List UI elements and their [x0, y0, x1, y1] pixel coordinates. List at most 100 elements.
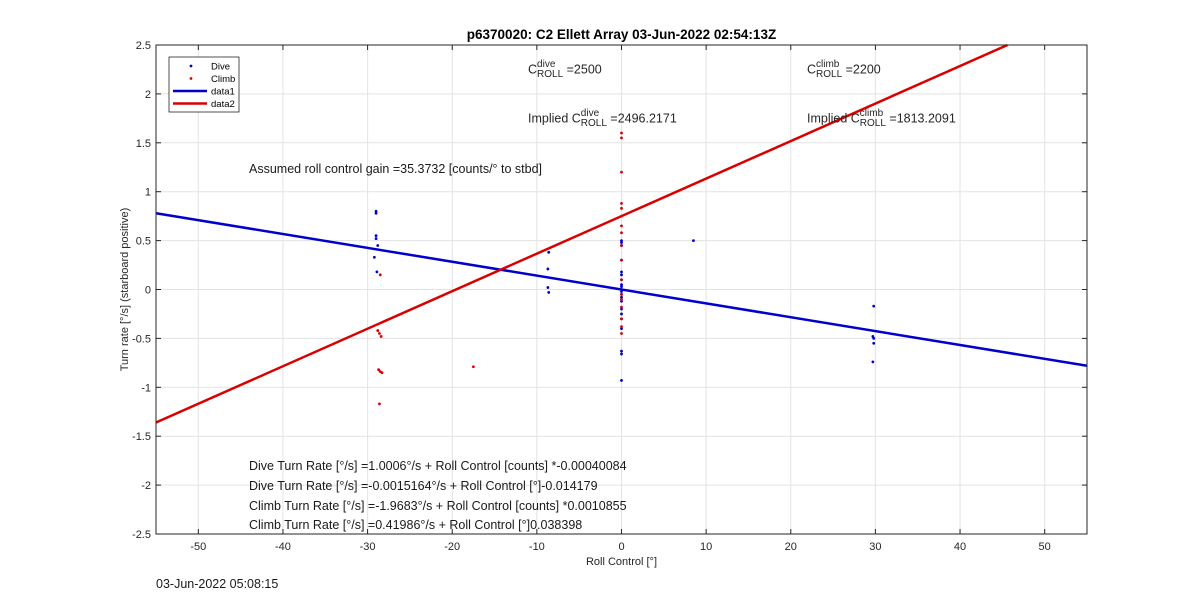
dive-point	[620, 290, 623, 293]
gain-annotation: Assumed roll control gain =35.3732 [coun…	[249, 162, 543, 176]
dive-point	[620, 273, 623, 277]
x-tick-label: -30	[360, 541, 376, 553]
y-tick-label: 0	[145, 285, 151, 297]
fit-line-data2	[155, 43, 1008, 424]
x-tick-label: 30	[869, 541, 881, 553]
climb-point	[620, 305, 623, 309]
climb-point	[620, 136, 623, 140]
dive-point	[620, 285, 623, 288]
chart-title: p6370020: C2 Ellett Array 03-Jun-2022 02…	[467, 27, 776, 42]
dive-point	[375, 270, 379, 274]
legend-label-Dive: Dive	[211, 62, 230, 73]
climb-point	[378, 402, 381, 406]
dive-point	[872, 341, 876, 345]
axes-box	[155, 44, 1088, 535]
y-tick-label: -1	[141, 382, 151, 394]
x-tick-label: -40	[275, 541, 291, 553]
climb-point	[620, 214, 623, 218]
dive-degrees-equation: Dive Turn Rate [°/s] =-0.0015164°/s + Ro…	[249, 479, 598, 493]
dive-point	[620, 239, 623, 243]
climb-point	[620, 231, 623, 235]
dive-point	[692, 239, 695, 243]
dive-point	[620, 270, 623, 274]
y-tick-label: -2.5	[132, 529, 151, 541]
climb-point	[620, 317, 623, 321]
climb-point	[620, 131, 623, 135]
x-tick-label: 50	[1039, 541, 1051, 553]
legend-marker-Climb	[189, 77, 193, 80]
x-tick-label: -20	[444, 541, 460, 553]
footer-timestamp: 03-Jun-2022 05:08:15	[156, 577, 279, 591]
dive-point	[871, 360, 875, 364]
dive-point	[620, 352, 623, 356]
x-tick-label: 10	[700, 541, 712, 553]
climb-point	[620, 297, 623, 301]
y-tick-label: -0.5	[132, 333, 151, 345]
dive-point	[620, 288, 623, 291]
climb-point	[620, 258, 623, 262]
climb-point	[620, 332, 623, 335]
climb-point	[620, 244, 623, 247]
dive-point	[620, 312, 623, 316]
dive-point	[546, 286, 550, 289]
x-tick-label: 0	[618, 541, 624, 553]
climb-point	[377, 368, 380, 372]
legend-label-data2: data2	[211, 99, 235, 110]
dive-point	[872, 304, 876, 308]
x-tick-label: -10	[529, 541, 545, 553]
dive-point	[872, 337, 876, 340]
dive-point	[374, 211, 378, 215]
climb-point	[620, 224, 623, 228]
climb-point	[379, 335, 383, 338]
dive-point	[620, 299, 623, 303]
x-tick-label: 40	[954, 541, 966, 553]
climb-point	[378, 332, 381, 335]
climb-point	[620, 206, 623, 210]
climb-point	[380, 371, 384, 375]
y-tick-label: 1	[145, 187, 151, 199]
y-tick-label: -1.5	[132, 431, 151, 443]
legend-label-Climb: Climb	[211, 74, 235, 85]
dive-point	[374, 237, 378, 241]
y-tick-label: 1.5	[136, 138, 151, 150]
climb-point	[376, 329, 380, 332]
dive-counts-equation: Dive Turn Rate [°/s] =1.0006°/s + Roll C…	[249, 459, 627, 473]
legend-marker-Dive	[189, 64, 193, 68]
y-tick-label: 0.5	[136, 236, 151, 248]
climb-point	[620, 202, 623, 205]
climb-point	[471, 365, 475, 369]
y-tick-label: 2	[145, 89, 151, 101]
x-tick-label: -50	[190, 541, 206, 553]
dive-point	[547, 250, 551, 254]
climb-point	[620, 170, 623, 174]
dive-point	[620, 241, 623, 244]
dive-point	[374, 234, 378, 238]
dive-point	[546, 267, 550, 271]
x-axis-label: Roll Control [°]	[586, 556, 657, 568]
y-axis-label: Turn rate [°/s] (starboard positive)	[119, 208, 131, 372]
legend-label-data1: data1	[211, 87, 235, 98]
dive-point	[620, 307, 623, 311]
climb-degrees-equation: Climb Turn Rate [°/s] =0.41986°/s + Roll…	[249, 518, 583, 532]
dive-point	[374, 209, 378, 213]
dive-point	[620, 283, 623, 287]
climb-point	[620, 292, 623, 296]
dive-point	[620, 295, 623, 299]
climb-point	[620, 325, 623, 329]
y-tick-label: 2.5	[136, 40, 151, 52]
dive-point	[547, 291, 551, 294]
dive-point	[372, 255, 376, 259]
climb-point	[620, 278, 623, 282]
x-tick-label: 20	[785, 541, 797, 553]
y-tick-label: -2	[141, 480, 151, 492]
dive-point	[620, 327, 623, 331]
dive-point	[620, 379, 623, 382]
climb-point	[378, 273, 382, 277]
dive-point	[620, 349, 623, 353]
